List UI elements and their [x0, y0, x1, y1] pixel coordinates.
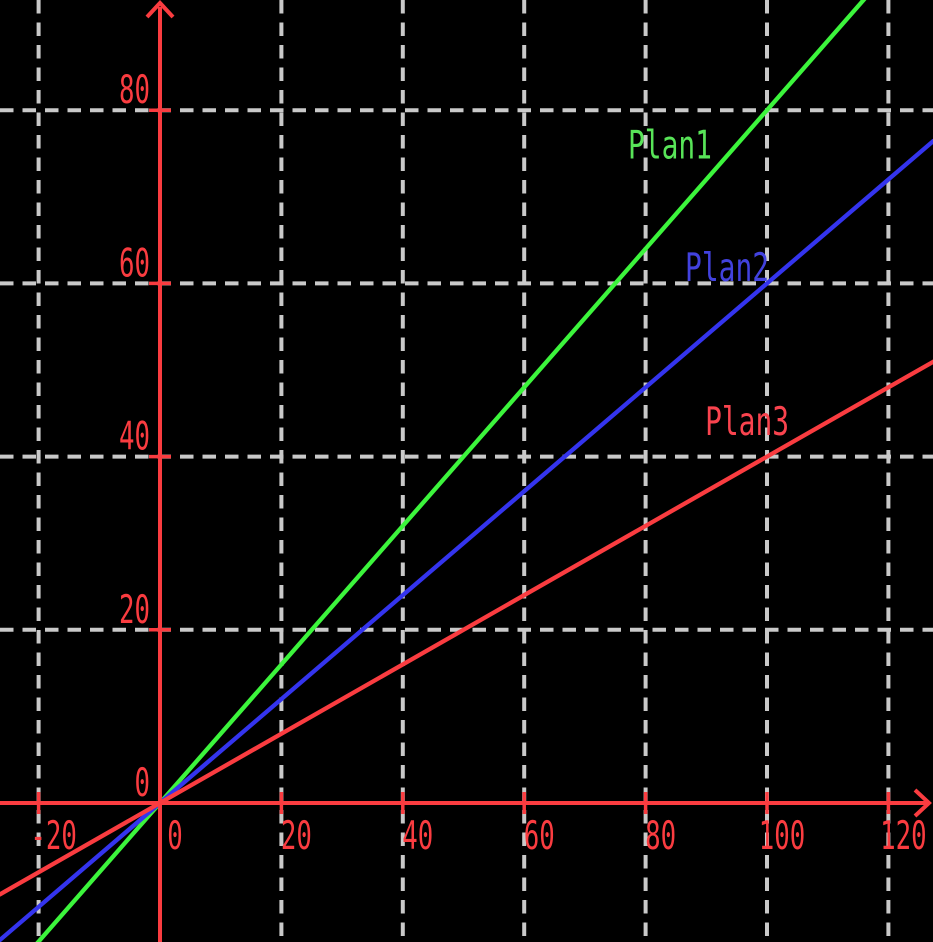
y-axis-arrow-icon [145, 0, 175, 19]
plan1-label: Plan1 [628, 124, 712, 169]
x-tick-label: 40 [402, 814, 433, 859]
plan3-line [0, 359, 933, 897]
y-tick-label: 80 [119, 68, 150, 113]
x-tick-label: 0 [167, 814, 183, 859]
plan3-label: Plan3 [705, 400, 789, 445]
x-tick-label: -20 [30, 814, 77, 859]
x-tick-label: 120 [880, 814, 927, 859]
x-tick-label: 60 [524, 814, 555, 859]
x-axis-arrow-icon [913, 788, 932, 818]
y-tick-label: 40 [119, 415, 150, 460]
x-tick-label: 20 [281, 814, 312, 859]
x-tick-label: 100 [759, 814, 806, 859]
y-tick-label: 60 [119, 241, 150, 286]
axis-ticks [36, 108, 891, 814]
y-tick-label: 0 [135, 761, 151, 806]
plan2-label: Plan2 [685, 246, 769, 291]
x-tick-label: 80 [645, 814, 676, 859]
y-tick-label: 20 [119, 588, 150, 633]
